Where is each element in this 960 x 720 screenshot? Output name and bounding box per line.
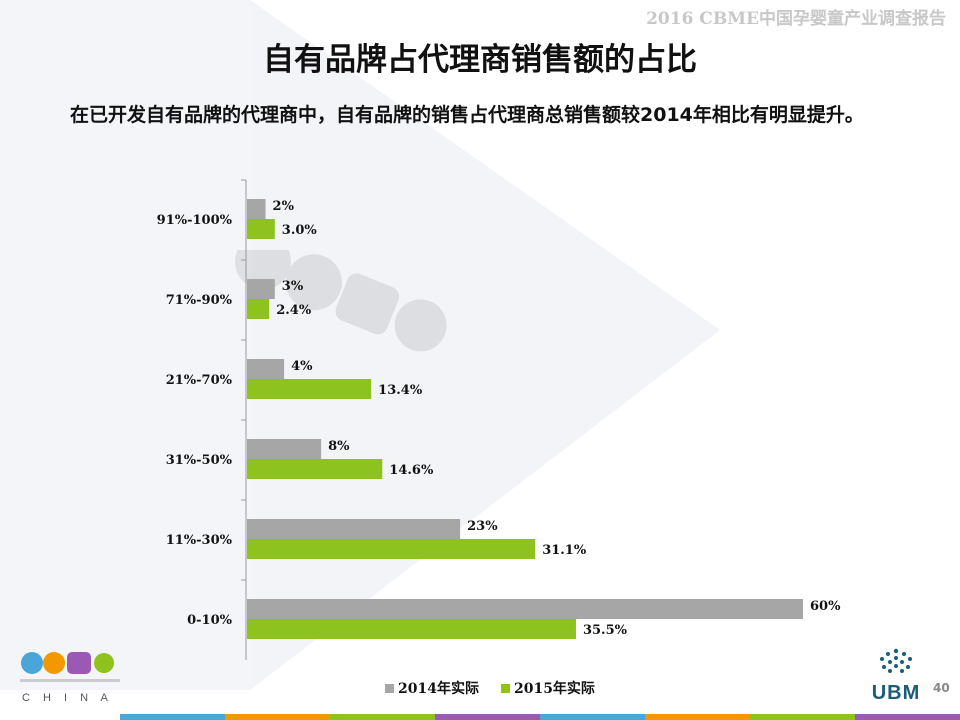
bar-2014 <box>247 199 266 219</box>
data-label: 14.6% <box>389 463 434 478</box>
legend-label-2015: 2015年实际 <box>513 681 595 697</box>
cbme-logo-mark: C H I N A <box>20 652 120 704</box>
bar-2015 <box>247 459 383 479</box>
chart-legend: 2014年实际 2015年实际 <box>385 678 595 698</box>
footer-color-segment <box>225 714 330 720</box>
bar-2014 <box>247 359 285 379</box>
ubm-logo-mark <box>880 648 912 673</box>
bar-2015 <box>247 619 576 639</box>
footer-color-bar <box>120 714 960 720</box>
data-label: 2% <box>273 199 295 214</box>
data-label: 4% <box>291 359 313 374</box>
category-label: 71%-90% <box>166 293 233 308</box>
data-label: 31.1% <box>542 543 587 558</box>
page-number: 40 <box>933 681 950 695</box>
ubm-logo: UBM <box>866 646 926 705</box>
footer-color-segment <box>540 714 645 720</box>
bar-2014 <box>247 599 803 619</box>
legend-label-2014: 2014年实际 <box>398 681 479 697</box>
category-label: 0-10% <box>187 613 233 628</box>
bar-2015 <box>247 299 270 319</box>
slide-title: 自有品牌占代理商销售额的占比 <box>263 42 697 78</box>
legend-swatch-2014 <box>385 683 394 693</box>
data-label: 3% <box>282 279 304 294</box>
data-label: 60% <box>810 599 841 614</box>
bar-2014 <box>247 519 461 539</box>
report-header: 2016 CBME中国孕婴童产业调查报告 <box>646 9 946 29</box>
legend-swatch-2015 <box>500 683 510 693</box>
slide-subtitle: 在已开发自有品牌的代理商中，自有品牌的销售占代理商总销售额较2014年相比有明显… <box>70 104 864 126</box>
data-label: 23% <box>467 519 498 534</box>
bar-2015 <box>247 379 372 399</box>
bar-2015 <box>247 539 536 559</box>
category-label: 21%-70% <box>166 373 233 388</box>
legend-item-2014: 2014年实际 <box>385 678 479 698</box>
data-label: 13.4% <box>378 383 423 398</box>
data-label: 8% <box>328 439 350 454</box>
bar-2014 <box>247 439 322 459</box>
footer-color-segment <box>855 714 960 720</box>
category-label: 31%-50% <box>166 453 233 468</box>
cbme-logo: C H I N A <box>20 645 120 711</box>
legend-item-2015: 2015年实际 <box>500 678 595 698</box>
footer-color-segment <box>750 714 855 720</box>
footer-color-segment <box>330 714 435 720</box>
data-label: 2.4% <box>276 303 312 318</box>
category-label: 11%-30% <box>166 533 233 548</box>
footer-color-segment <box>435 714 540 720</box>
data-label: 35.5% <box>583 623 628 638</box>
data-label: 3.0% <box>282 223 318 238</box>
footer-color-segment <box>645 714 750 720</box>
bar-2015 <box>247 219 275 239</box>
bar-2014 <box>247 279 275 299</box>
ubm-text: UBM <box>871 682 921 704</box>
cbme-china-text: C H I N A <box>22 692 113 704</box>
category-label: 91%-100% <box>157 213 233 228</box>
footer-color-segment <box>120 714 225 720</box>
